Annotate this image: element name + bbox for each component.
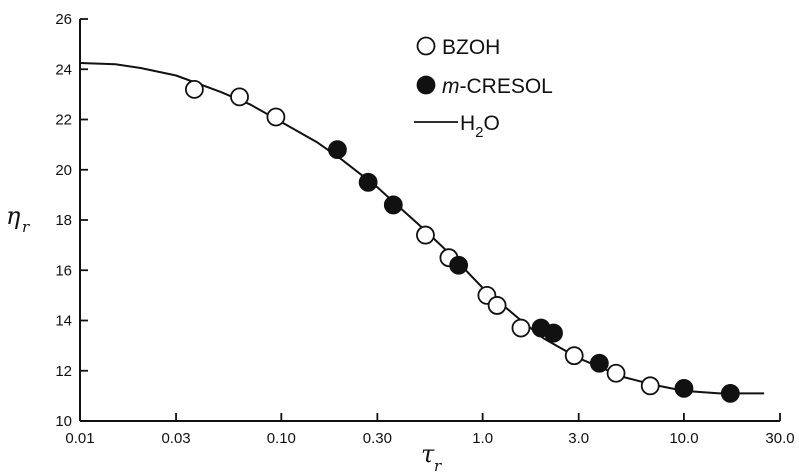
y-tick-label-6: 22 [55,112,72,129]
legend-label-m-cresol-rest: -CRESOL [460,75,553,98]
legend-label-m-cresol: m-CRESOL [442,75,553,98]
legend-label-bzoh: BZOH [442,36,500,59]
y-axis-title-subscript: r [22,218,30,236]
point-m-cresol-5 [544,323,563,343]
point-bzoh-1 [230,87,249,107]
y-axis-title-symbol: η [6,202,21,230]
point-m-cresol-2 [383,195,403,215]
point-bzoh-3 [416,225,435,245]
point-m-cresol-6 [589,353,609,373]
x-tick-label-1: 0.03 [161,430,190,447]
point-bzoh-9 [606,363,626,383]
y-tick-label-7: 24 [55,61,72,78]
y-tick-label-3: 16 [55,262,72,279]
point-bzoh-10 [640,376,660,396]
x-tick-label-6: 10.0 [669,430,698,447]
y-tick-label-2: 14 [55,313,72,330]
y-tick-label-0: 10 [55,413,72,430]
point-bzoh-6 [487,296,507,315]
legend-label-h2o-suffix: O [484,112,500,135]
point-m-cresol-8 [720,383,740,403]
point-m-cresol-0 [328,140,347,160]
x-tick-label-7: 30.0 [765,430,794,447]
legend-label-h2o: H2O [460,112,500,141]
y-axis: 10 12 14 16 18 20 22 24 26 [55,11,88,430]
point-bzoh-0 [184,79,204,99]
x-axis-title-symbol: τ [421,440,435,468]
legend-label-h2o-sub: 2 [475,124,483,141]
legend-marker-m-cresol [416,75,436,95]
x-axis: 0.01 0.03 0.10 0.30 1.0 3.0 10.0 30.0 [65,413,795,447]
point-bzoh-7 [511,318,531,338]
legend-marker-bzoh [416,36,436,56]
legend: BZOH m-CRESOL H2O [414,36,553,141]
point-bzoh-2 [266,107,286,127]
y-tick-label-8: 26 [55,11,72,28]
y-tick-label-5: 20 [55,162,72,179]
point-bzoh-8 [564,346,584,366]
point-m-cresol-7 [674,378,694,398]
x-tick-label-2: 0.10 [267,430,296,447]
x-axis-title-subscript: r [434,457,442,475]
x-tick-label-3: 0.30 [363,430,392,447]
point-m-cresol-3 [449,255,469,275]
point-m-cresol-1 [358,172,378,192]
points-layer [184,79,740,403]
y-tick-label-1: 12 [55,363,72,380]
x-tick-label-4: 1.0 [472,430,493,447]
x-tick-label-5: 3.0 [568,430,589,447]
y-tick-label-4: 18 [55,212,72,229]
legend-label-h2o-main: H [460,112,475,135]
x-tick-label-0: 0.01 [65,430,94,447]
legend-label-m-cresol-prefix: m [442,75,460,98]
